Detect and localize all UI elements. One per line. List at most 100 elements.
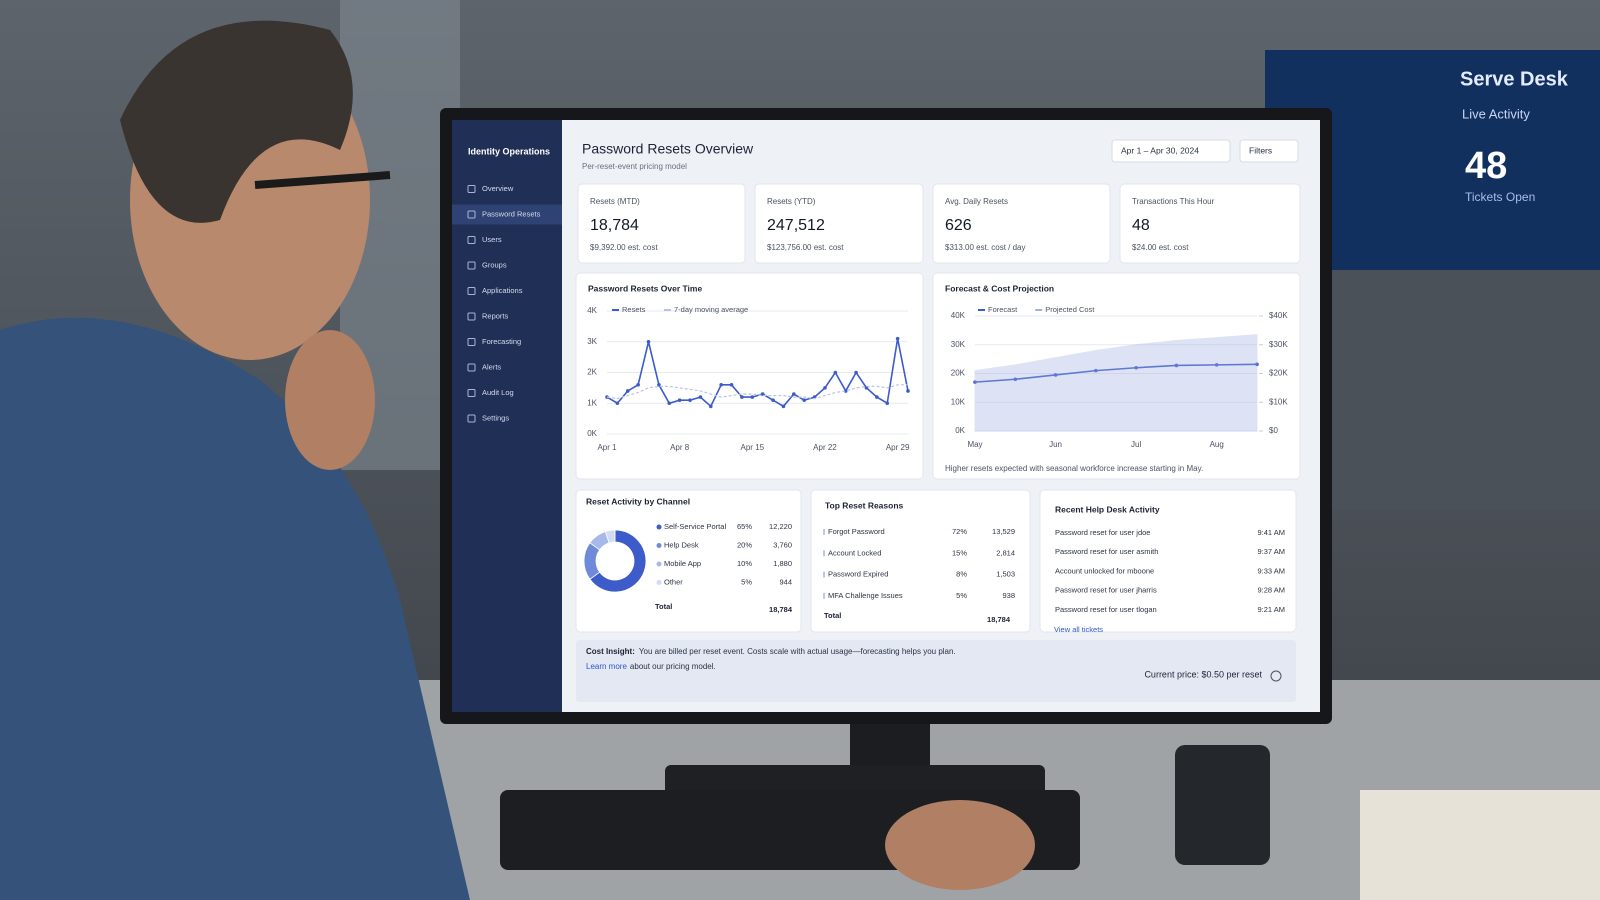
y2-tick-label: $40K xyxy=(1269,311,1288,320)
point xyxy=(646,339,651,344)
sidebar-icon xyxy=(467,210,476,219)
kpi-value: 18,784 xyxy=(590,217,639,234)
person-hair xyxy=(120,20,353,223)
activity-text: Password reset for user jdoe xyxy=(1055,528,1150,537)
sidebar-item[interactable]: Password Resets xyxy=(482,209,541,218)
wall-subtitle: Live Activity xyxy=(1462,106,1530,121)
sidebar-item[interactable]: Audit Log xyxy=(482,388,514,397)
sidebar-item[interactable]: Settings xyxy=(482,413,509,422)
point xyxy=(864,386,869,390)
date-range: Apr 1 – Apr 30, 2024 xyxy=(1121,145,1199,155)
activity-time: 9:28 AM xyxy=(1257,586,1285,595)
card xyxy=(577,183,746,264)
activity-time: 9:41 AM xyxy=(1257,528,1285,537)
point xyxy=(636,383,640,387)
legend-dot xyxy=(656,524,662,530)
count-label: 3,760 xyxy=(773,540,792,549)
card-title: Recent Help Desk Activity xyxy=(1055,504,1160,514)
y-tick-label: 40K xyxy=(951,311,966,320)
activity-text: Password reset for user tlogan xyxy=(1055,605,1157,614)
sidebar-item[interactable]: Applications xyxy=(482,286,523,295)
sidebar-icon xyxy=(467,363,476,372)
x-tick-label: Apr 22 xyxy=(813,443,837,452)
value-label: 10% xyxy=(737,559,752,568)
legend-label: Projected Cost xyxy=(1045,305,1095,314)
sidebar-item[interactable]: Groups xyxy=(482,260,507,269)
y-tick-label: 0K xyxy=(587,429,597,438)
card xyxy=(1119,183,1301,264)
point xyxy=(625,389,630,393)
activity-time: 9:21 AM xyxy=(1257,605,1285,614)
sidebar-icon xyxy=(467,338,476,346)
insight-bar xyxy=(576,640,1296,702)
series-line xyxy=(606,384,908,400)
projected-area xyxy=(974,334,1258,432)
sidebar-icon xyxy=(467,261,476,270)
x-tick-label: May xyxy=(967,440,982,449)
point xyxy=(677,398,682,402)
point xyxy=(615,401,620,406)
total-label: Total xyxy=(824,611,841,620)
y-tick-label: 20K xyxy=(951,369,966,378)
card xyxy=(932,183,1111,264)
wall-value: 48 xyxy=(1465,145,1507,187)
filters-button[interactable] xyxy=(1239,139,1299,163)
current-price: Current price: $0.50 per reset xyxy=(1144,669,1262,679)
kpi-note: $9,392.00 est. cost xyxy=(590,243,658,252)
point xyxy=(657,383,661,387)
reason-name: Password Expired xyxy=(828,570,888,579)
activity-text: Password reset for user jharris xyxy=(1055,586,1157,595)
sidebar-active xyxy=(452,204,562,225)
reason-count: 2,814 xyxy=(996,548,1015,557)
sidebar-item[interactable]: Alerts xyxy=(482,362,501,371)
reason-share: 8% xyxy=(956,570,967,579)
learn-more-link[interactable]: Learn more xyxy=(586,662,627,671)
reason-count: 938 xyxy=(1002,591,1015,600)
point xyxy=(802,398,807,402)
count-label: 1,880 xyxy=(773,559,792,568)
info-icon[interactable] xyxy=(1270,670,1282,682)
insight-label: Cost Insight: xyxy=(586,647,635,656)
point xyxy=(1053,373,1058,377)
value-label: 20% xyxy=(737,540,752,549)
point xyxy=(1134,365,1138,370)
point xyxy=(973,380,977,384)
activity-time: 9:33 AM xyxy=(1257,566,1285,575)
reason-share: 15% xyxy=(952,548,967,557)
sidebar-item[interactable]: Forecasting xyxy=(482,337,521,346)
total-value: 18,784 xyxy=(769,605,793,614)
kpi-note: $313.00 est. cost / day xyxy=(945,243,1026,252)
legend-label: Other xyxy=(664,577,683,586)
reason-count: 13,529 xyxy=(992,527,1015,536)
sidebar-icon xyxy=(467,287,476,295)
sidebar-item[interactable]: Overview xyxy=(482,184,514,193)
y-tick-label: 4K xyxy=(587,306,597,315)
kpi-label: Avg. Daily Resets xyxy=(945,197,1008,206)
sidebar-item[interactable]: Users xyxy=(482,235,502,244)
sidebar-item[interactable]: Reports xyxy=(482,311,509,320)
activity-time: 9:37 AM xyxy=(1257,547,1285,556)
point xyxy=(667,401,672,406)
card xyxy=(1039,489,1297,633)
point xyxy=(688,398,692,402)
view-all-link[interactable]: View all tickets xyxy=(1054,625,1103,634)
person-body xyxy=(0,317,470,900)
card-title: Top Reset Reasons xyxy=(825,500,904,510)
chart-title: Password Resets Over Time xyxy=(588,283,702,293)
legend-label: Resets xyxy=(622,305,646,314)
legend-label: Mobile App xyxy=(664,559,701,568)
x-tick-label: Apr 29 xyxy=(886,443,910,452)
y2-tick-label: $30K xyxy=(1269,340,1288,349)
filters-label: Filters xyxy=(1249,145,1272,155)
kpi-value: 48 xyxy=(1132,217,1150,234)
y-tick-label: 10K xyxy=(951,397,966,406)
sidebar-title: Identity Operations xyxy=(468,146,550,156)
date-picker[interactable] xyxy=(1111,139,1231,163)
y-tick-label: 1K xyxy=(587,398,597,407)
kpi-label: Resets (MTD) xyxy=(590,197,640,206)
count-label: 12,220 xyxy=(769,522,792,531)
legend-dot xyxy=(656,561,662,567)
chart-title: Forecast & Cost Projection xyxy=(945,283,1054,293)
card xyxy=(754,183,924,264)
